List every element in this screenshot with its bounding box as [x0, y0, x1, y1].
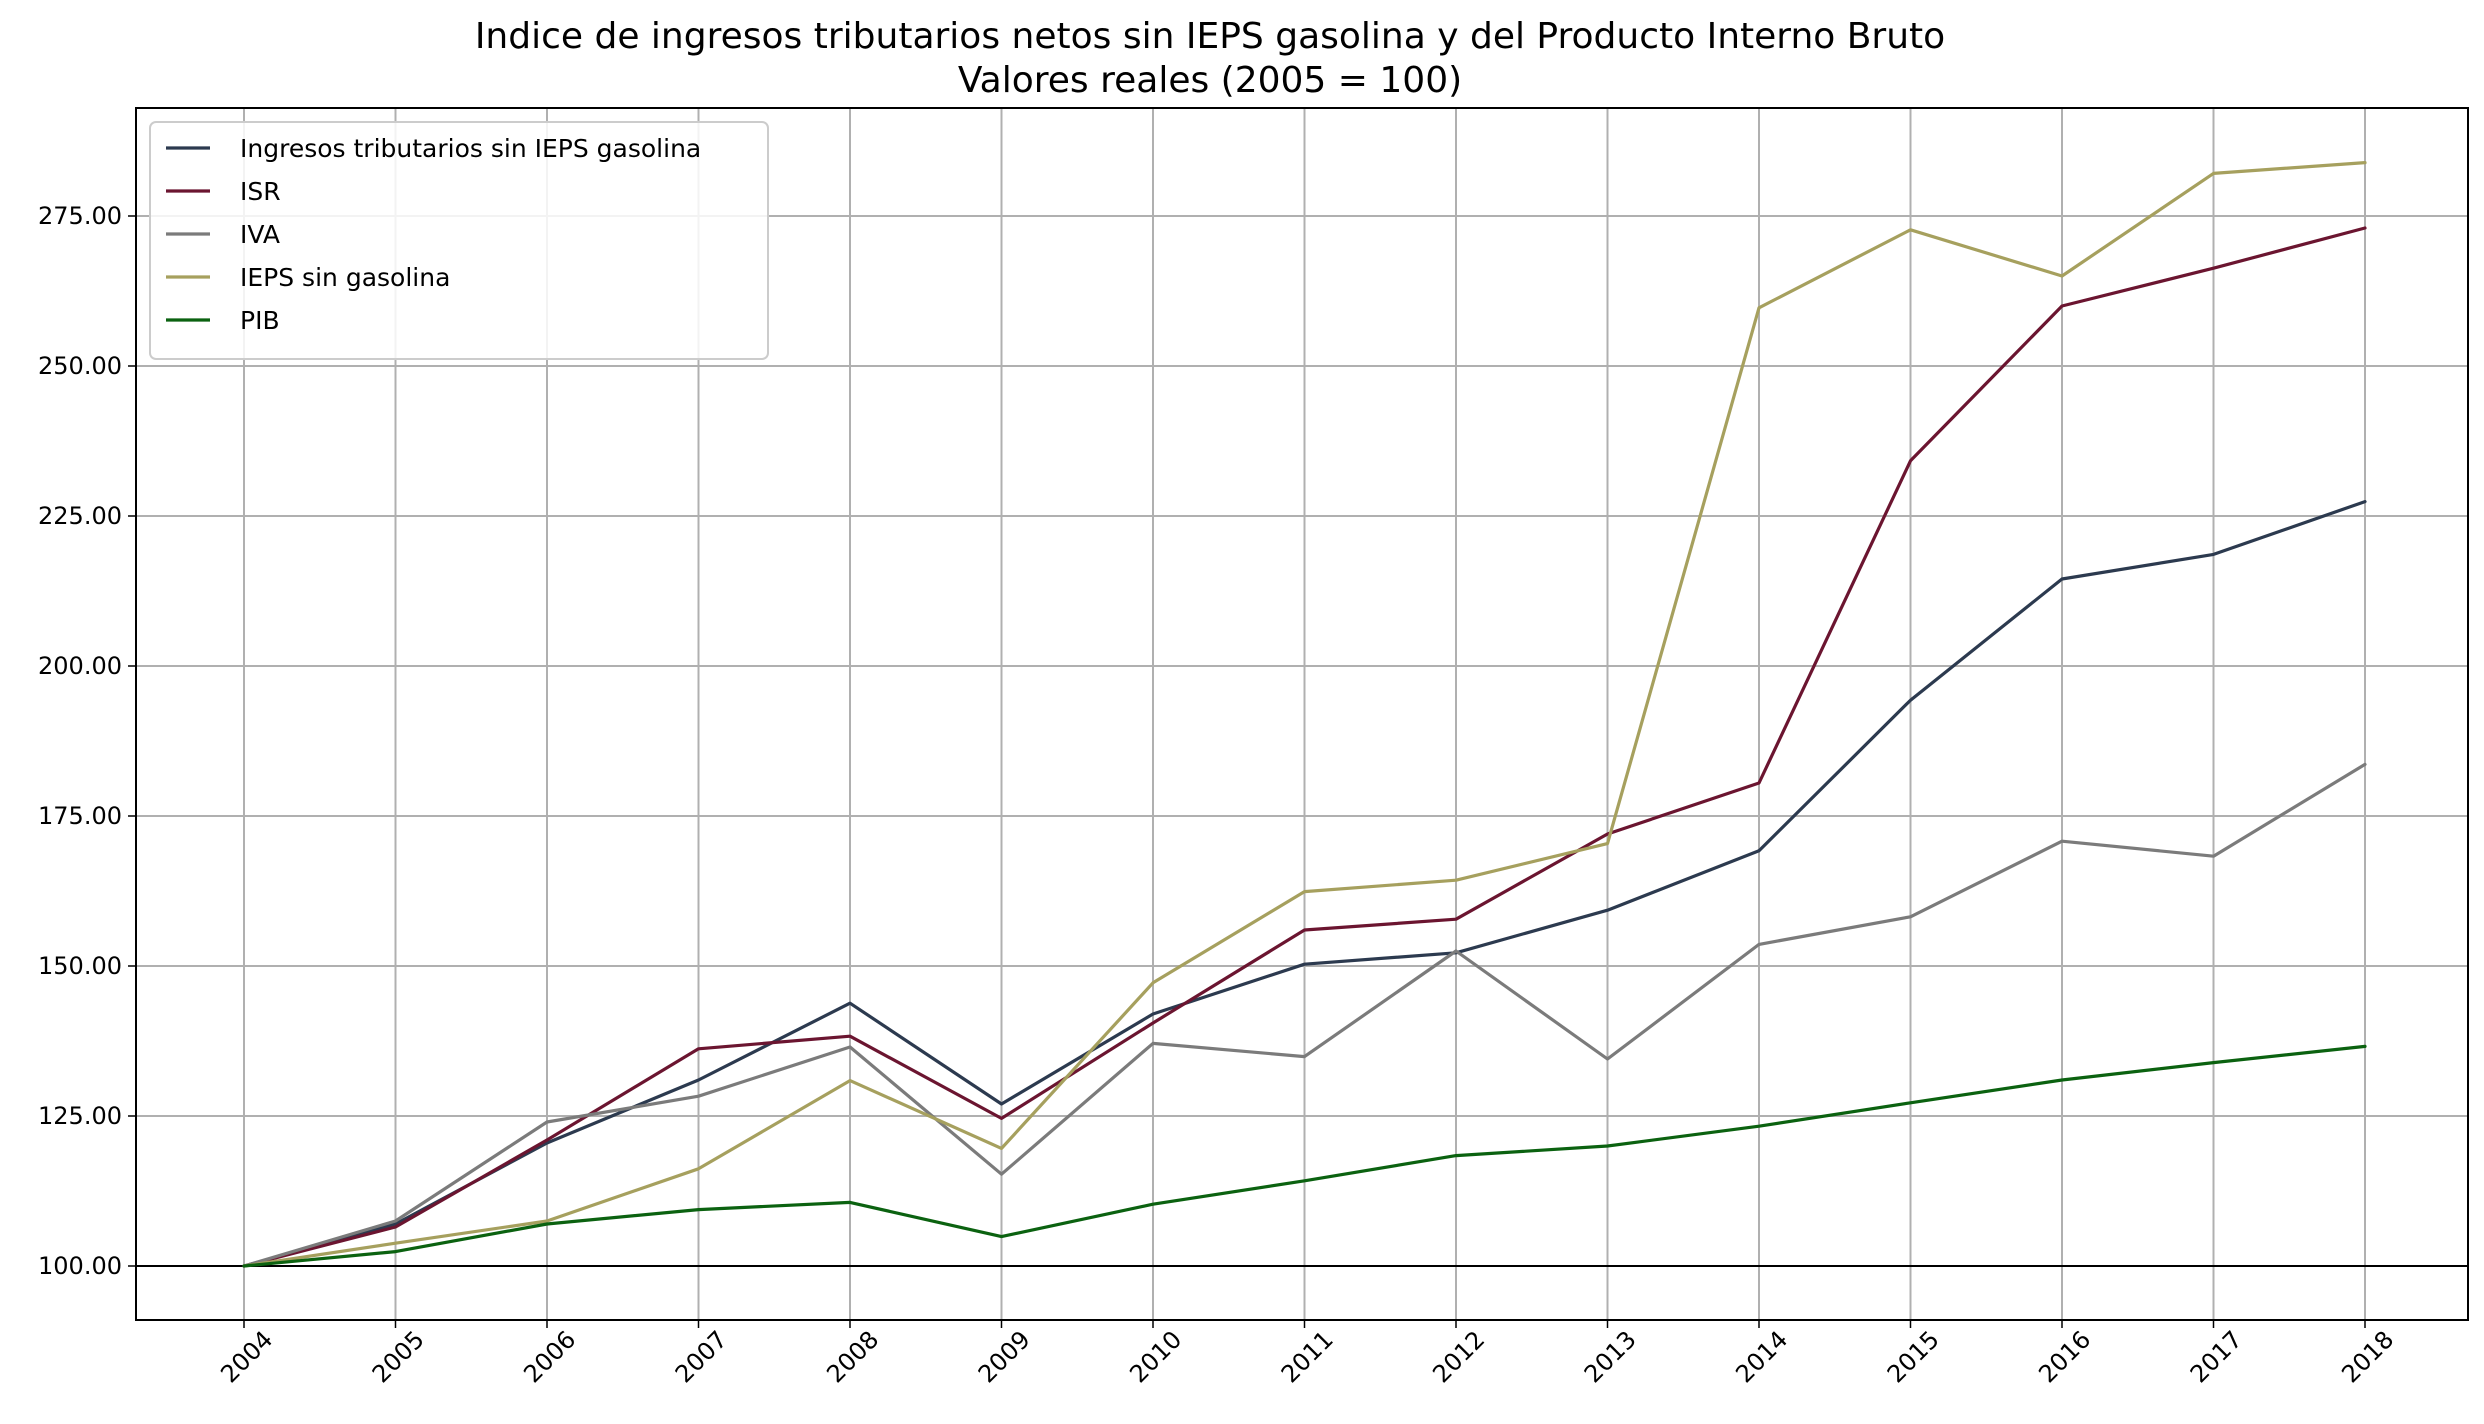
- x-tick-label: 2011: [1276, 1325, 1339, 1388]
- series-line-ingresos-tributarios-sin-ieps-gasolina: [242, 500, 2367, 1268]
- y-tick-label: 225.00: [38, 502, 122, 530]
- y-tick-label: 175.00: [38, 802, 122, 830]
- data-series: [242, 161, 2367, 1268]
- x-tick-label: 2009: [973, 1325, 1036, 1388]
- legend-label: ISR: [240, 177, 281, 206]
- x-tick-label: 2015: [1882, 1325, 1945, 1388]
- legend-label: Ingresos tributarios sin IEPS gasolina: [240, 134, 701, 163]
- y-tick-label: 150.00: [38, 952, 122, 980]
- x-tick-label: 2007: [670, 1325, 733, 1388]
- series-line-isr: [242, 226, 2367, 1268]
- x-tick-label: 2008: [821, 1325, 884, 1388]
- y-tick-label: 200.00: [38, 652, 122, 680]
- x-tick-label: 2006: [518, 1325, 581, 1388]
- x-tick-label: 2016: [2033, 1325, 2096, 1388]
- x-tick-label: 2017: [2185, 1325, 2248, 1388]
- x-tick-label: 2004: [215, 1325, 278, 1388]
- y-tick-label: 250.00: [38, 352, 122, 380]
- series-line-ieps-sin-gasolina: [242, 161, 2367, 1268]
- x-tick-label: 2005: [367, 1325, 430, 1388]
- x-tick-label: 2012: [1427, 1325, 1490, 1388]
- series-line-pib: [242, 1044, 2367, 1268]
- legend: Ingresos tributarios sin IEPS gasolina IS…: [149, 121, 769, 360]
- x-tick-label: 2018: [2336, 1325, 2399, 1388]
- y-tick-label: 275.00: [38, 202, 122, 230]
- x-tick-label: 2013: [1579, 1325, 1642, 1388]
- x-tick-label: 2014: [1730, 1325, 1793, 1388]
- chart-title: Indice de ingresos tributarios netos sin…: [475, 16, 1945, 57]
- y-tick-label: 125.00: [38, 1102, 122, 1130]
- legend-box: [149, 121, 769, 360]
- series-line-iva: [242, 762, 2367, 1268]
- x-tick-label: 2010: [1124, 1325, 1187, 1388]
- legend-label: PIB: [240, 306, 280, 335]
- legend-label: IEPS sin gasolina: [240, 263, 450, 292]
- y-tick-label: 100.00: [38, 1252, 122, 1280]
- chart-subtitle: Valores reales (2005 = 100): [958, 60, 1462, 101]
- legend-label: IVA: [240, 220, 280, 249]
- axes: 2004 2005 2006 2007 2008 2009 2010 2011 2012 2013…: [38, 107, 2469, 1388]
- plot-frame: [135, 107, 2469, 1321]
